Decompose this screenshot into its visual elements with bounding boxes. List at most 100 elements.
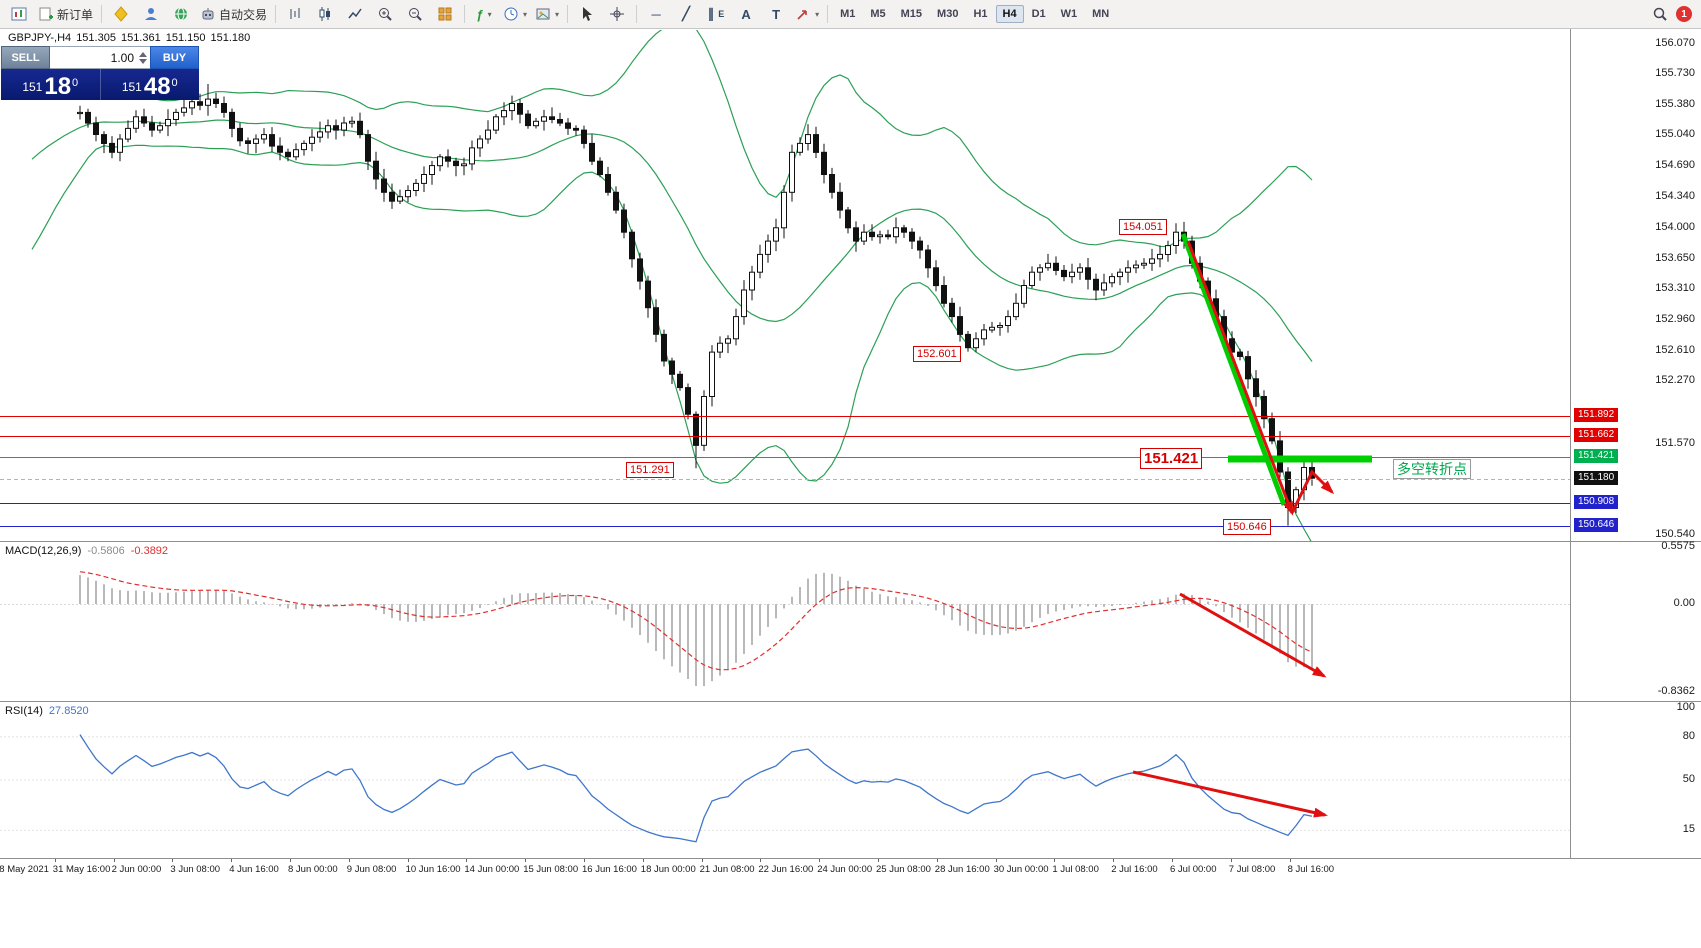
tile-windows-icon[interactable] xyxy=(431,3,459,25)
bollinger-lower-band[interactable] xyxy=(31,144,1312,543)
time-label: 31 May 16:00 xyxy=(52,864,111,875)
axis-tick-label: 152.610 xyxy=(1655,344,1695,356)
search-icon xyxy=(1653,7,1667,21)
time-label: 2 Jun 00:00 xyxy=(111,864,162,875)
line-chart-icon[interactable] xyxy=(341,3,369,25)
macd-label: MACD(12,26,9) -0.5806 -0.3892 xyxy=(5,545,169,557)
support-zone-segment[interactable] xyxy=(1228,455,1372,463)
chevron-down-icon: ▾ xyxy=(555,9,560,19)
time-tick xyxy=(584,859,585,862)
bar-chart-icon[interactable] xyxy=(281,3,309,25)
timeframe-h4[interactable]: H4 xyxy=(995,5,1024,23)
new-order-label: 新订单 xyxy=(57,7,94,22)
annotation-152.601[interactable]: 152.601 xyxy=(913,346,961,362)
shapes-tool[interactable]: ▾ xyxy=(792,3,822,25)
bid-price[interactable]: 151 18 0 xyxy=(1,69,101,100)
price-line-label: 151.892 xyxy=(1574,408,1619,422)
equidistant-channel-icon: ∥ xyxy=(707,6,715,21)
sell-button[interactable]: SELL xyxy=(1,46,50,69)
new-chart-icon[interactable] xyxy=(5,3,33,25)
trendline-tool[interactable]: ╱ xyxy=(672,3,700,25)
timeframe-h1[interactable]: H1 xyxy=(973,8,988,20)
time-tick xyxy=(878,859,879,862)
divider xyxy=(827,5,829,23)
axis-tick-label: 152.960 xyxy=(1655,313,1695,325)
time-tick xyxy=(819,859,821,862)
bollinger-middle-band[interactable] xyxy=(31,119,1313,362)
price-axis[interactable]: 156.070 155.730 155.380 155.040 154.690 154.3… xyxy=(1571,0,1701,948)
time-tick xyxy=(1172,859,1173,862)
time-label: 25 Jun 08:00 xyxy=(876,864,931,875)
timeframe-w1[interactable]: W1 xyxy=(1060,8,1078,20)
indicators-button[interactable]: ƒ ▾ xyxy=(470,3,498,25)
text-tool[interactable]: A xyxy=(732,3,760,25)
period-button[interactable]: ▾ xyxy=(500,3,530,25)
rsi-label: RSI(14) 27.8520 xyxy=(5,705,89,717)
crosshair-tool[interactable] xyxy=(603,3,631,25)
time-label: 28 Jun 16:00 xyxy=(934,864,990,875)
community-icon[interactable] xyxy=(137,3,165,25)
axis-tick-label: 154.340 xyxy=(1655,190,1695,202)
bollinger-upper-band[interactable] xyxy=(31,27,1313,248)
symbol-timeframe: GBPJPY-,H4 xyxy=(8,32,72,44)
ask-integer: 151 xyxy=(121,80,142,94)
timeframe-d1[interactable]: D1 xyxy=(1031,8,1046,20)
buy-button[interactable]: BUY xyxy=(150,46,199,69)
toolbar: 新订单 自动交易 ƒ ▾ ▾ ▾ xyxy=(0,0,1701,29)
zoom-out-icon[interactable] xyxy=(401,3,429,25)
annotation-154.051[interactable]: 154.051 xyxy=(1119,219,1167,235)
time-tick xyxy=(466,859,468,862)
macd-trend-arrow[interactable] xyxy=(1179,592,1327,678)
macd-plot[interactable] xyxy=(0,571,1570,687)
cursor-tool[interactable] xyxy=(573,3,601,25)
price-line-label: 151.421 xyxy=(1574,449,1619,463)
market-icon[interactable] xyxy=(167,3,195,25)
timeframe-m5[interactable]: M5 xyxy=(870,8,886,20)
divider xyxy=(275,5,277,23)
annotation-151.291[interactable]: 151.291 xyxy=(626,462,674,478)
annotation-151.421[interactable]: 151.421 xyxy=(1140,448,1203,469)
label-tool[interactable]: T xyxy=(762,3,790,25)
rsi-trend-arrow[interactable] xyxy=(1132,770,1328,818)
annotation-150.646[interactable]: 150.646 xyxy=(1223,519,1271,535)
chart-ohlc-label: GBPJPY-,H4 151.305 151.361 151.150 151.180 xyxy=(8,32,255,44)
axis-tick-label: 151.570 xyxy=(1655,437,1695,449)
timeframe-m15[interactable]: M15 xyxy=(900,8,923,20)
template-button[interactable]: ▾ xyxy=(532,3,562,25)
volume-input[interactable]: 1.00 xyxy=(50,46,150,69)
search-button[interactable] xyxy=(1646,3,1674,25)
ask-price[interactable]: 151 48 0 xyxy=(101,69,200,100)
time-label: 24 Jun 00:00 xyxy=(817,864,873,875)
green-trend-arrow[interactable] xyxy=(1180,233,1287,506)
hline-tool[interactable]: ─ xyxy=(642,3,670,25)
time-tick xyxy=(407,859,409,862)
red-bounce-arrow[interactable] xyxy=(1290,469,1335,514)
annotation-多空转折点[interactable]: 多空转折点 xyxy=(1393,459,1471,479)
main-plot[interactable] xyxy=(31,27,1315,543)
timeframe-m1[interactable]: M1 xyxy=(840,8,856,20)
zoom-in-icon[interactable] xyxy=(371,3,399,25)
divider xyxy=(101,5,103,23)
volume-spinner[interactable] xyxy=(139,51,147,64)
timeframe-mn[interactable]: MN xyxy=(1092,8,1110,20)
rsi-line xyxy=(79,734,1313,843)
channel-sub-label: E xyxy=(718,9,725,19)
ohlc-close: 151.180 xyxy=(210,32,251,44)
time-label: 3 Jun 08:00 xyxy=(170,864,221,875)
divider xyxy=(567,5,569,23)
bid-pipette: 0 xyxy=(72,77,79,89)
candlestick-icon[interactable] xyxy=(311,3,339,25)
notification-badge[interactable]: 1 xyxy=(1676,6,1692,22)
rsi-plot[interactable] xyxy=(0,734,1570,843)
auto-trading-button[interactable]: 自动交易 xyxy=(197,3,270,25)
chevron-down-icon: ▾ xyxy=(487,9,492,19)
new-order-button[interactable]: 新订单 xyxy=(35,3,96,25)
channel-tool[interactable]: ∥ E xyxy=(702,3,730,25)
timeframe-m30[interactable]: M30 xyxy=(937,8,959,20)
auto-trading-icon xyxy=(202,8,214,20)
axis-tick-label: 15 xyxy=(1682,823,1695,835)
mql-icon[interactable] xyxy=(107,3,135,25)
red-trend-arrow[interactable] xyxy=(1186,240,1294,516)
